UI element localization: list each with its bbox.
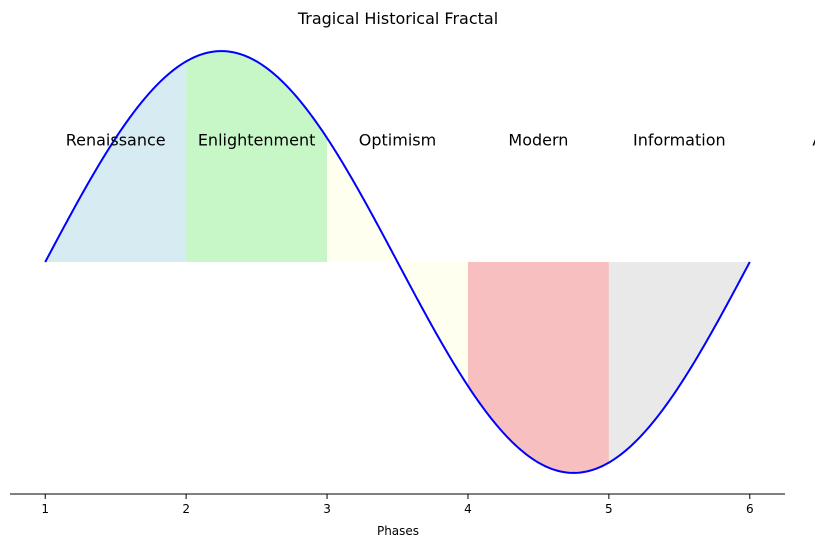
phase-fill-0 [45, 61, 187, 262]
x-axis-label: Phases [377, 524, 419, 538]
x-tick-label-1: 2 [182, 502, 190, 516]
x-tick-label-5: 6 [746, 502, 754, 516]
phase-label-5: AI [812, 131, 815, 150]
phase-fill-3 [467, 262, 609, 473]
phase-labels: Renaissance Enlightenment Optimism Modern In… [66, 131, 815, 150]
phase-label-2: Optimism [359, 131, 436, 150]
phase-label-1: Enlightenment [198, 131, 316, 150]
phase-label-4: Information [633, 131, 726, 150]
x-axis-ticks: 1 2 3 4 5 6 [41, 494, 754, 516]
x-tick-label-2: 3 [323, 502, 331, 516]
chart-title: Tragical Historical Fractal [297, 9, 498, 28]
phase-label-3: Modern [508, 131, 568, 150]
phase-label-0: Renaissance [66, 131, 166, 150]
x-tick-label-3: 4 [464, 502, 472, 516]
sine-curve [44, 50, 751, 474]
phase-fill-1 [186, 51, 328, 262]
x-tick-label-4: 5 [605, 502, 613, 516]
x-tick-label-0: 1 [41, 502, 49, 516]
phase-fill-4 [608, 262, 750, 463]
